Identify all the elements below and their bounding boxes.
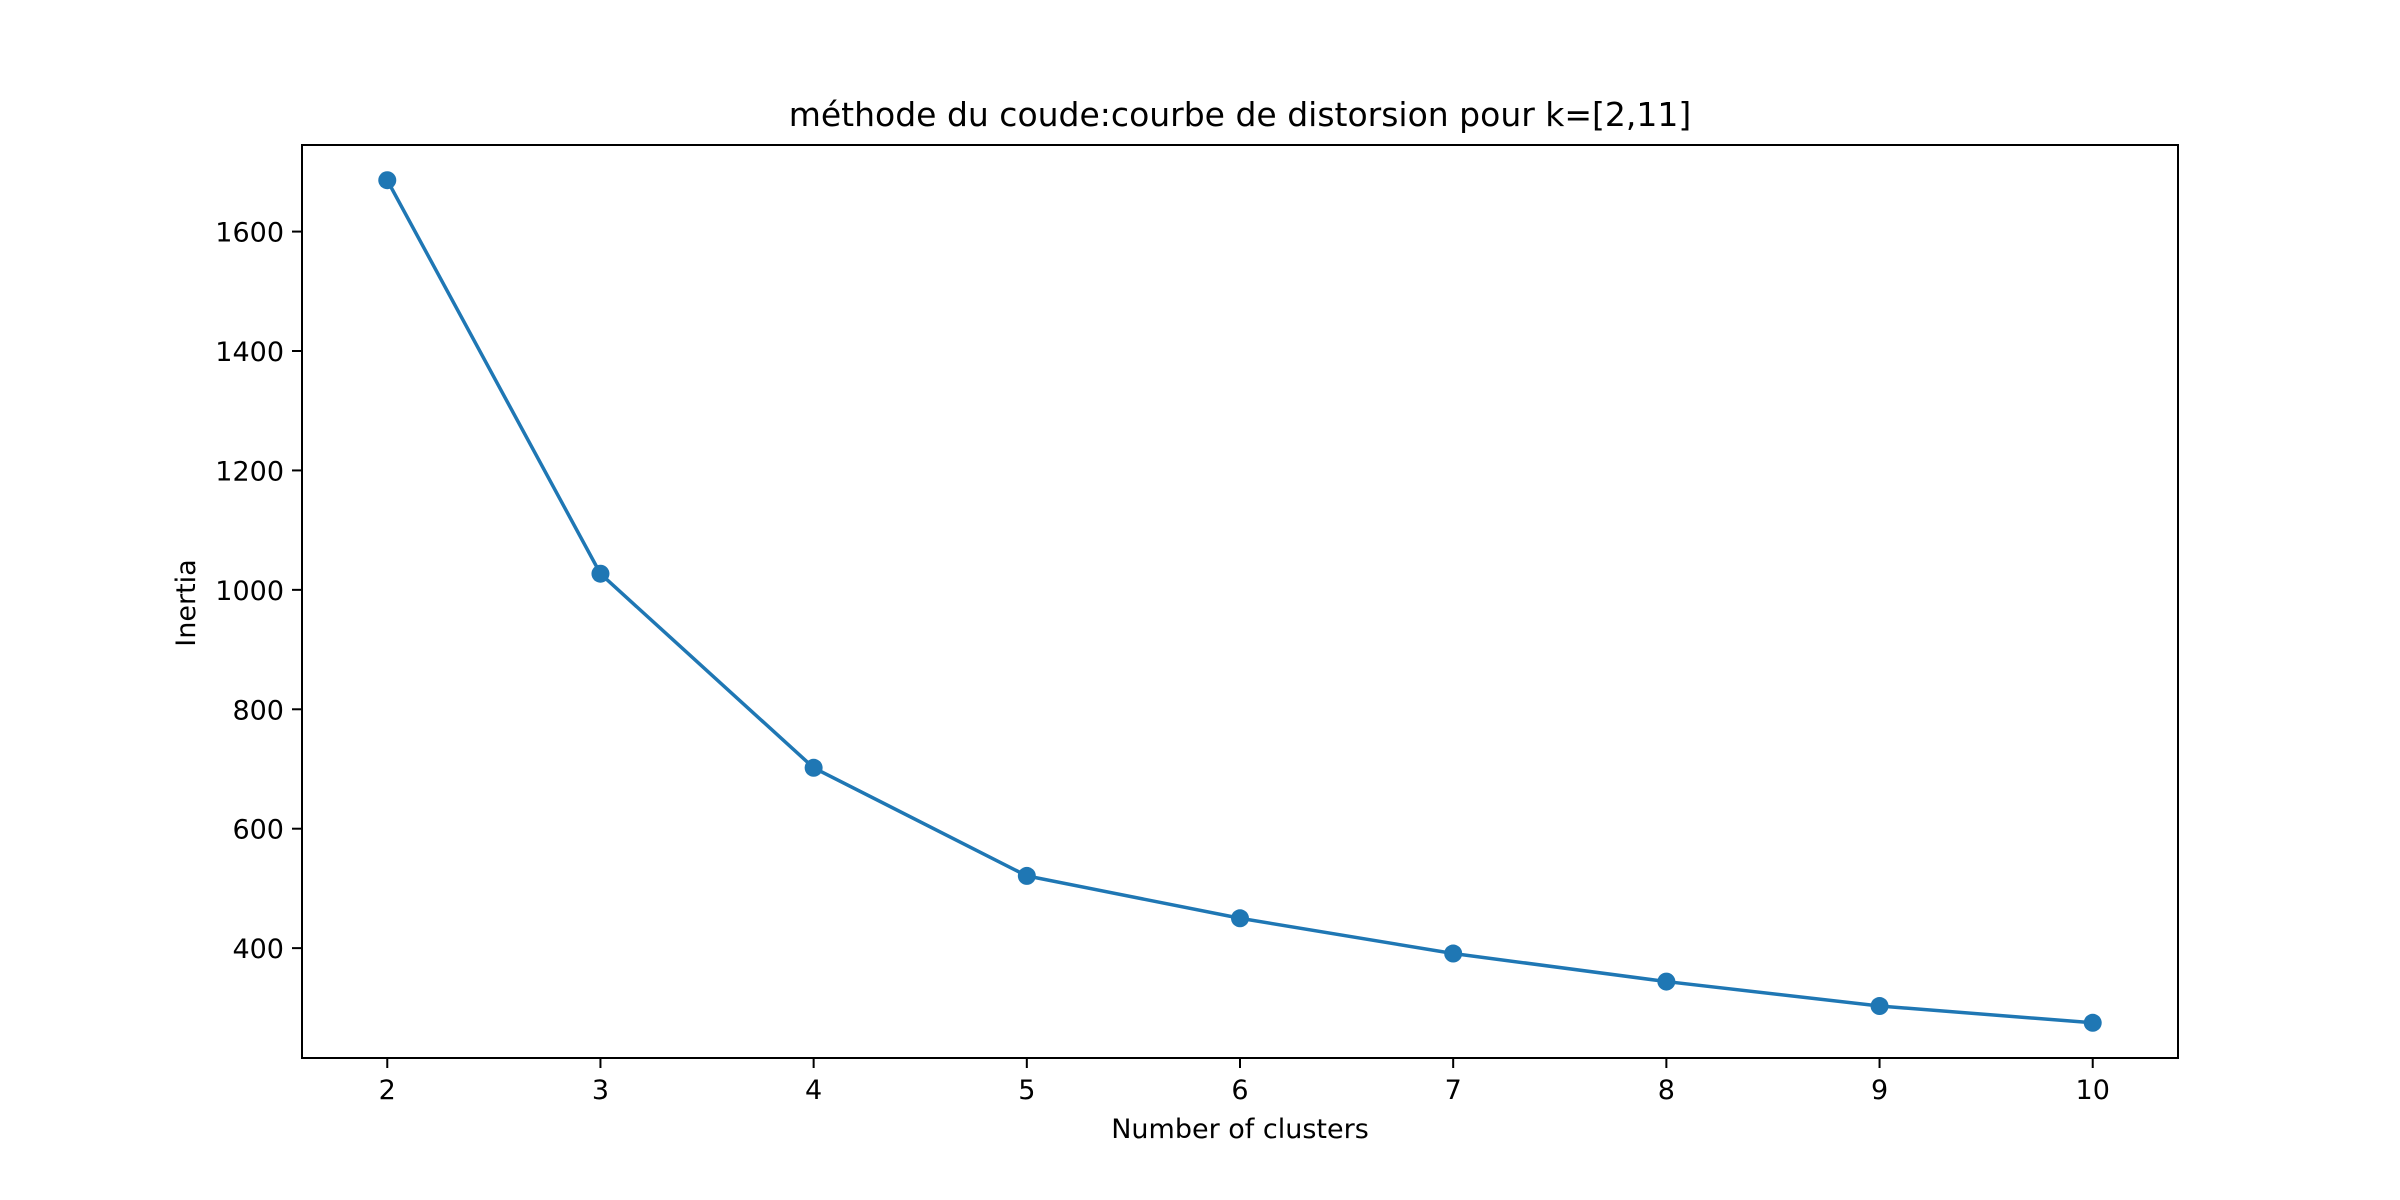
y-tick-label: 1600	[215, 218, 284, 249]
x-tick-label: 6	[1231, 1075, 1248, 1106]
x-tick-label: 10	[2076, 1075, 2110, 1106]
y-tick-label: 800	[232, 695, 284, 726]
series-line	[385, 178, 2095, 1025]
y-tick-label: 1000	[215, 576, 284, 607]
chart-title: méthode du coude:courbe de distorsion po…	[789, 95, 1692, 134]
data-point	[1444, 944, 1463, 963]
data-point	[1017, 866, 1036, 885]
x-axis-label: Number of clusters	[1111, 1114, 1369, 1145]
plot-frame	[301, 144, 2179, 1059]
y-tick-label: 400	[232, 934, 284, 965]
x-tick-label: 8	[1658, 1075, 1675, 1106]
data-point	[1870, 997, 1889, 1016]
x-tick-label: 9	[1871, 1075, 1888, 1106]
data-point	[1657, 972, 1676, 991]
x-tick-label: 2	[379, 1075, 396, 1106]
data-point	[1231, 909, 1249, 928]
data-point	[804, 758, 823, 777]
data-point	[378, 171, 397, 190]
data-point	[2083, 1013, 2102, 1032]
x-tick-label: 7	[1445, 1075, 1462, 1106]
x-tick-label: 4	[805, 1075, 822, 1106]
y-axis-label: Inertia	[171, 559, 202, 646]
x-tick-label: 3	[592, 1075, 609, 1106]
y-tick-label: 1200	[215, 456, 284, 487]
data-point	[591, 564, 610, 583]
x-tick-label: 5	[1018, 1075, 1035, 1106]
plot-area: 2 3 4 5 6 7 8 9 10 400 600 800 1000 1200 1400 1600	[215, 171, 2110, 1106]
y-tick-label: 600	[232, 815, 284, 846]
y-tick-label: 1400	[215, 337, 284, 368]
